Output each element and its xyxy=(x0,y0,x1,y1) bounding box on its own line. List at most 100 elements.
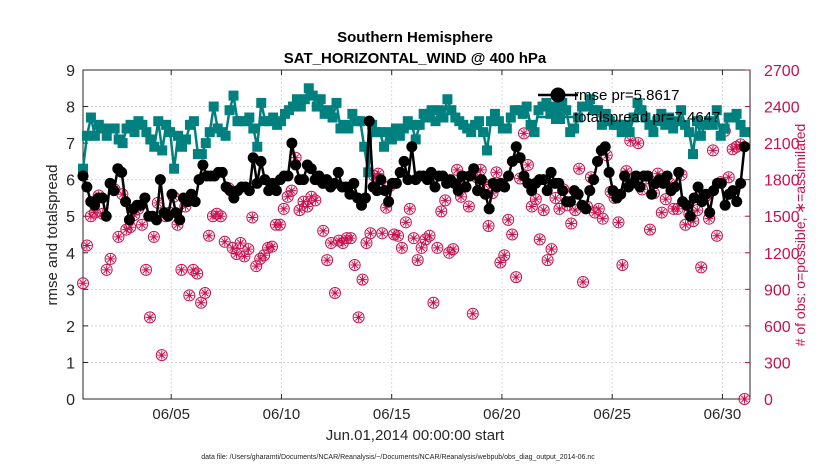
spread-marker xyxy=(731,108,742,119)
obs-assimilated-marker xyxy=(566,219,576,229)
obs-assimilated-marker xyxy=(322,255,332,265)
y-axis-label-left: rmse and totalspread xyxy=(44,165,61,306)
obs-assimilated-marker xyxy=(405,204,415,214)
obs-possible-marker xyxy=(147,230,160,243)
spread-marker xyxy=(430,116,441,127)
obs-possible-marker xyxy=(423,229,436,242)
spread-marker xyxy=(735,119,746,130)
spread-marker xyxy=(668,123,679,134)
spread-marker xyxy=(489,108,500,119)
obs-assimilated-marker xyxy=(176,265,186,275)
data-file-footer: data file: /Users/gharamti/Documents/NCA… xyxy=(201,454,595,461)
obs-assimilated-marker xyxy=(86,211,96,221)
obs-assimilated-marker xyxy=(417,243,427,253)
spread-marker xyxy=(252,141,263,152)
obs-possible-marker xyxy=(419,233,432,246)
obs-assimilated-marker xyxy=(397,243,407,253)
obs-assimilated-marker xyxy=(739,394,749,404)
obs-possible-marker xyxy=(293,204,306,217)
obs-assimilated-marker xyxy=(613,217,623,227)
obs-assimilated-marker xyxy=(653,169,663,179)
x-tick-label: 06/25 xyxy=(593,406,631,423)
spread-marker xyxy=(466,127,477,138)
obs-assimilated-marker xyxy=(436,206,446,216)
rmse-marker xyxy=(588,174,600,186)
obs-possible-marker xyxy=(399,216,412,229)
rmse-marker xyxy=(483,203,495,215)
rmse-marker xyxy=(150,214,162,226)
spread-marker xyxy=(485,116,496,127)
spread-marker xyxy=(145,134,156,145)
obs-possible-marker xyxy=(281,190,294,203)
obs-assimilated-marker xyxy=(547,244,557,254)
y-tick-label-right: 1500 xyxy=(764,209,800,226)
obs-assimilated-marker xyxy=(129,210,139,220)
spread-marker xyxy=(585,94,596,105)
obs-possible-marker xyxy=(376,227,389,240)
y-tick-label-left: 1 xyxy=(66,355,75,372)
spread-marker xyxy=(648,127,659,138)
rmse-marker xyxy=(189,196,201,208)
obs-assimilated-marker xyxy=(484,221,494,231)
spread-marker xyxy=(628,112,639,123)
chart-subtitle: SAT_HORIZONTAL_WIND @ 400 hPa xyxy=(284,50,547,67)
spread-marker xyxy=(311,101,322,112)
rmse-marker xyxy=(81,181,93,193)
obs-possible-marker xyxy=(242,243,255,256)
spread-marker xyxy=(359,141,370,152)
obs-assimilated-marker xyxy=(401,217,411,227)
spread-marker xyxy=(81,130,92,141)
rmse-marker xyxy=(286,137,298,149)
obs-possible-marker xyxy=(616,258,629,271)
y-tick-label-left: 8 xyxy=(66,100,75,117)
obs-assimilated-marker xyxy=(216,211,226,221)
rmse-marker xyxy=(545,166,557,178)
rmse-marker xyxy=(479,188,491,200)
rmse-marker xyxy=(216,166,228,178)
spread-marker xyxy=(442,94,453,105)
obs-assimilated-marker xyxy=(228,243,238,253)
obs-assimilated-marker xyxy=(350,260,360,270)
spread-marker xyxy=(505,112,516,123)
spread-marker xyxy=(406,119,417,130)
obs-assimilated-marker xyxy=(354,312,364,322)
obs-possible-marker xyxy=(175,263,188,276)
obs-possible-marker xyxy=(305,190,318,203)
spread-marker xyxy=(125,119,136,130)
obs-possible-marker xyxy=(407,232,420,245)
obs-assimilated-marker xyxy=(440,195,450,205)
spread-marker xyxy=(545,108,556,119)
spread-marker xyxy=(204,127,215,138)
x-axis-label: Jun.01,2014 00:00:00 start xyxy=(326,427,505,444)
obs-possible-marker xyxy=(352,311,365,324)
obs-possible-marker xyxy=(246,211,259,224)
spread-marker xyxy=(287,101,298,112)
obs-possible-marker xyxy=(443,246,456,259)
obs-assimilated-marker xyxy=(302,201,312,211)
obs-assimilated-marker xyxy=(448,244,458,254)
obs-assimilated-marker xyxy=(267,242,277,252)
rmse-marker xyxy=(139,192,151,204)
spread-marker xyxy=(363,167,374,178)
spread-marker xyxy=(177,141,188,152)
obs-possible-marker xyxy=(510,271,523,284)
rmse-marker xyxy=(669,181,681,193)
obs-possible-marker xyxy=(427,296,440,309)
spread-marker xyxy=(327,112,338,123)
obs-assimilated-marker xyxy=(456,192,466,202)
obs-assimilated-marker xyxy=(196,298,206,308)
obs-assimilated-marker xyxy=(728,144,738,154)
spread-marker xyxy=(208,101,219,112)
obs-possible-marker xyxy=(183,289,196,302)
rmse-marker xyxy=(564,196,576,208)
obs-assimilated-marker xyxy=(235,238,245,248)
obs-possible-marker xyxy=(596,212,609,225)
spread-marker xyxy=(557,97,568,108)
spread-marker xyxy=(592,105,603,116)
obs-assimilated-marker xyxy=(200,288,210,298)
rmse-marker xyxy=(661,170,673,182)
obs-possible-marker xyxy=(139,263,152,276)
obs-assimilated-marker xyxy=(724,172,734,182)
spread-marker xyxy=(200,138,211,149)
